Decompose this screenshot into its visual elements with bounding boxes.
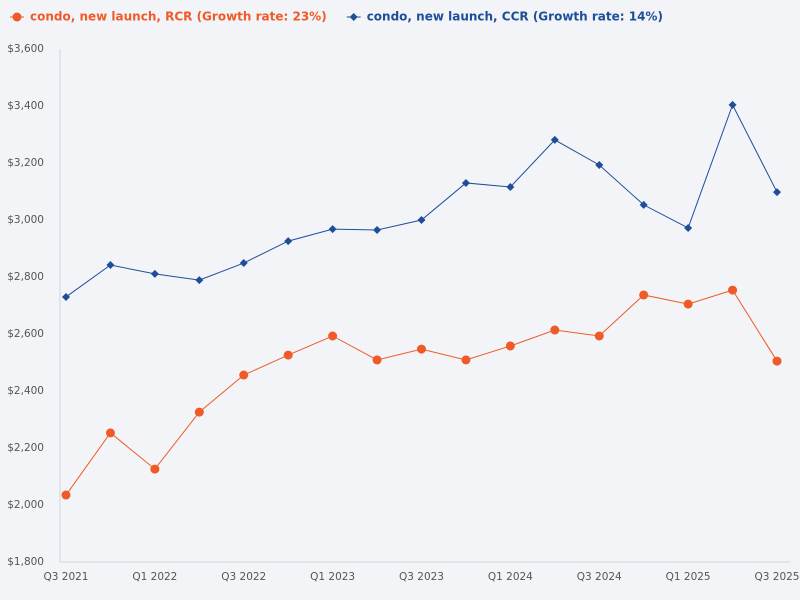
x-tick-label: Q1 2023 xyxy=(310,571,355,583)
point xyxy=(684,223,693,232)
point xyxy=(328,331,338,341)
legend-label: condo, new launch, CCR (Growth rate: 14%… xyxy=(367,10,663,24)
point xyxy=(461,178,470,187)
y-tick-label: $3,200 xyxy=(7,157,44,169)
point xyxy=(773,188,781,197)
point xyxy=(106,261,115,270)
point xyxy=(150,464,160,474)
point xyxy=(639,200,648,209)
legend-label: condo, new launch, RCR (Growth rate: 23%… xyxy=(30,10,327,24)
legend-marker xyxy=(349,13,358,21)
point xyxy=(550,135,559,144)
x-tick-label: Q1 2025 xyxy=(666,571,711,583)
y-tick-label: $3,600 xyxy=(7,43,44,55)
point xyxy=(372,355,382,365)
point xyxy=(284,237,293,246)
point xyxy=(62,292,70,301)
point xyxy=(373,225,382,234)
y-tick-label: $2,800 xyxy=(7,271,44,283)
point xyxy=(328,225,337,234)
y-tick-label: $3,400 xyxy=(7,100,44,112)
x-tick-label: Q3 2024 xyxy=(577,571,622,583)
legend-marker xyxy=(12,12,22,22)
point xyxy=(105,428,115,438)
y-tick-label: $2,200 xyxy=(7,442,44,454)
x-tick-label: Q1 2022 xyxy=(132,571,177,583)
point xyxy=(505,341,515,351)
point xyxy=(728,100,737,109)
point xyxy=(150,269,159,278)
x-tick-label: Q3 2021 xyxy=(43,571,88,583)
series-line xyxy=(65,103,778,298)
legend: condo, new launch, RCR (Growth rate: 23%… xyxy=(10,10,663,24)
series-line xyxy=(65,289,778,496)
point xyxy=(417,216,426,224)
x-tick-label: Q1 2024 xyxy=(488,571,533,583)
y-tick-label: $2,400 xyxy=(7,385,44,397)
point xyxy=(283,350,293,360)
point xyxy=(239,259,248,268)
point xyxy=(195,276,204,285)
point xyxy=(639,290,649,300)
point xyxy=(772,356,782,366)
point xyxy=(728,285,738,295)
y-tick-label: $3,000 xyxy=(7,214,44,226)
point xyxy=(595,160,604,169)
x-tick-label: Q3 2023 xyxy=(399,571,444,583)
y-tick-label: $2,000 xyxy=(7,499,44,511)
point xyxy=(194,407,204,417)
point xyxy=(683,299,693,309)
point xyxy=(506,182,515,191)
y-tick-label: $1,800 xyxy=(7,556,44,568)
x-tick-label: Q3 2025 xyxy=(754,571,799,583)
point xyxy=(417,344,426,354)
point xyxy=(61,490,71,500)
point xyxy=(550,325,560,335)
x-tick-label: Q3 2022 xyxy=(221,571,266,583)
point xyxy=(239,370,249,380)
y-tick-label: $2,600 xyxy=(7,328,44,340)
point xyxy=(594,331,604,341)
point xyxy=(461,355,471,365)
